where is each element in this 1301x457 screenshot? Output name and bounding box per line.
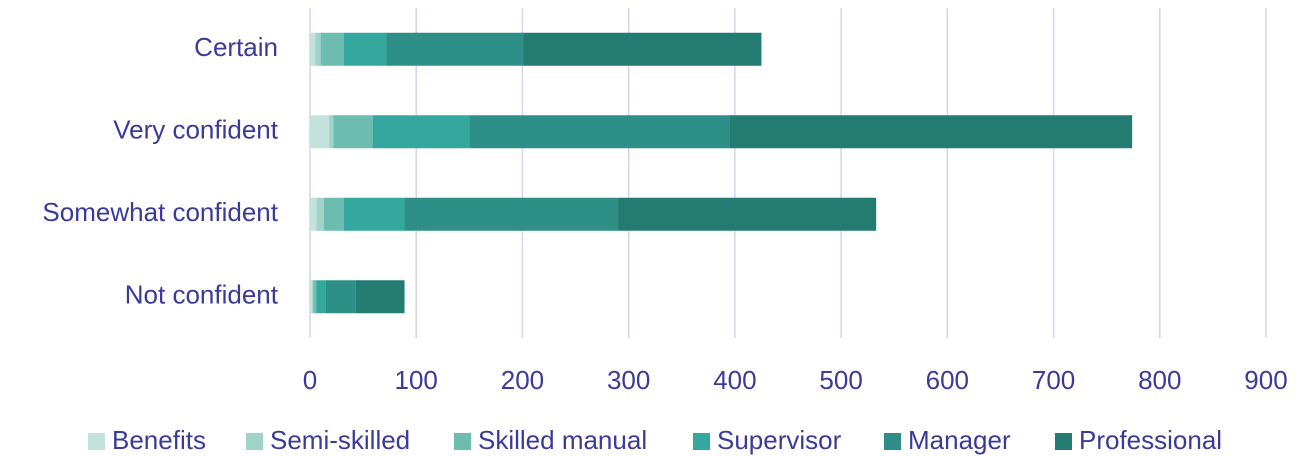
bar-segment	[312, 280, 314, 314]
legend-label: Supervisor	[717, 425, 842, 455]
x-tick-label: 800	[1138, 365, 1181, 395]
legend-swatch	[88, 433, 105, 450]
x-tick-label: 600	[926, 365, 969, 395]
legend-label: Semi-skilled	[270, 425, 410, 455]
bar-segment	[404, 197, 619, 231]
bar-segment	[372, 115, 470, 149]
legend-swatch	[884, 433, 901, 450]
x-tick-label: 900	[1244, 365, 1287, 395]
bar-segment	[323, 197, 344, 231]
bar-segment	[329, 115, 334, 149]
bar-segment	[729, 115, 1133, 149]
x-tick-label: 300	[607, 365, 650, 395]
y-tick-label: Somewhat confident	[42, 197, 278, 227]
x-tick-label: 0	[303, 365, 317, 395]
bar-segment	[333, 115, 373, 149]
bar-segment	[523, 32, 762, 66]
legend-label: Skilled manual	[478, 425, 647, 455]
y-tick-label: Not confident	[125, 280, 279, 310]
legend-swatch	[693, 433, 710, 450]
x-tick-label: 400	[713, 365, 756, 395]
bar-segment	[310, 197, 317, 231]
bar-segment	[355, 280, 405, 314]
bar-segment	[313, 280, 317, 314]
bar-segment	[320, 32, 344, 66]
legend-swatch	[1055, 433, 1072, 450]
legend-label: Professional	[1079, 425, 1222, 455]
bar-segment	[343, 197, 405, 231]
bar-segment	[343, 32, 387, 66]
bar-segment	[618, 197, 877, 231]
bar-segment	[310, 280, 313, 314]
y-tick-label: Very confident	[113, 115, 279, 145]
y-tick-label: Certain	[194, 32, 278, 62]
bar-segment	[310, 32, 316, 66]
bar-segment	[469, 115, 730, 149]
legend-swatch	[454, 433, 471, 450]
bar-segment	[325, 280, 356, 314]
bar-segment	[316, 197, 324, 231]
legend-label: Benefits	[112, 425, 206, 455]
x-tick-label: 500	[819, 365, 862, 395]
legend-label: Manager	[908, 425, 1011, 455]
bar-segment	[386, 32, 524, 66]
x-tick-label: 100	[395, 365, 438, 395]
x-tick-label: 200	[501, 365, 544, 395]
x-tick-label: 700	[1032, 365, 1075, 395]
bar-segment	[310, 115, 330, 149]
legend-swatch	[246, 433, 263, 450]
bar-segment	[315, 32, 321, 66]
bar-segment	[316, 280, 326, 314]
